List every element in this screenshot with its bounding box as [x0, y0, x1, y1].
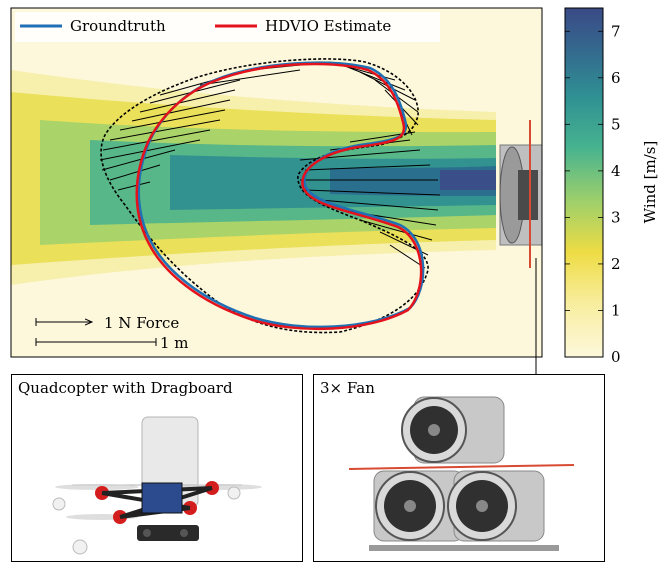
estimate-trajectory [135, 62, 423, 331]
fan-base [369, 545, 559, 551]
colorbar-tick-label: 3 [611, 208, 621, 226]
fan-top [401, 396, 505, 464]
colorbar-tick-label: 5 [611, 115, 621, 133]
mocap-marker [52, 497, 66, 511]
force-scale-label: 1 N Force [104, 314, 179, 332]
colorbar-tick-label: 4 [611, 162, 621, 180]
quadcopter-panel: Quadcopter with Dragboard [11, 374, 303, 562]
flight-controller [141, 482, 183, 514]
mocap-marker [72, 539, 88, 555]
colorbar-gradient [564, 7, 604, 358]
fan-panel-title: 3× Fan [320, 379, 375, 397]
camera [137, 525, 199, 541]
quadcopter-illustration [52, 416, 262, 555]
legend-groundtruth-label: Groundtruth [70, 17, 166, 35]
fan-bottom-left [373, 470, 465, 542]
tether-string [348, 464, 575, 470]
force-outline [100, 58, 429, 334]
colorbar-tick-label: 1 [611, 301, 621, 319]
colorbar-tick-label: 7 [611, 22, 621, 40]
legend-estimate-label: HDVIO Estimate [265, 17, 391, 35]
fan-illustration-side [499, 120, 543, 268]
colorbar-tick-label: 2 [611, 255, 621, 273]
fan-panel: 3× Fan [313, 374, 605, 562]
quadcopter-panel-title: Quadcopter with Dragboard [18, 379, 233, 397]
distance-scale-label: 1 m [160, 334, 189, 352]
colorbar-label: Wind [m/s] [641, 141, 659, 224]
scale-bars: 1 N Force 1 m [35, 314, 189, 352]
wind-field-plot [11, 8, 542, 357]
colorbar: 0 1 2 3 4 5 6 7 Wind [m/s] [564, 7, 659, 366]
fan-stack-illustration [348, 396, 575, 551]
groundtruth-trajectory [137, 61, 425, 329]
legend: Groundtruth HDVIO Estimate [15, 12, 440, 42]
colorbar-tick-label: 6 [611, 69, 621, 87]
colorbar-tick-label: 0 [611, 348, 621, 366]
fan-bottom-right [447, 470, 545, 542]
plot-border [10, 7, 543, 358]
colorbar-ticks: 0 1 2 3 4 5 6 7 [565, 22, 621, 366]
mocap-marker [227, 486, 241, 500]
